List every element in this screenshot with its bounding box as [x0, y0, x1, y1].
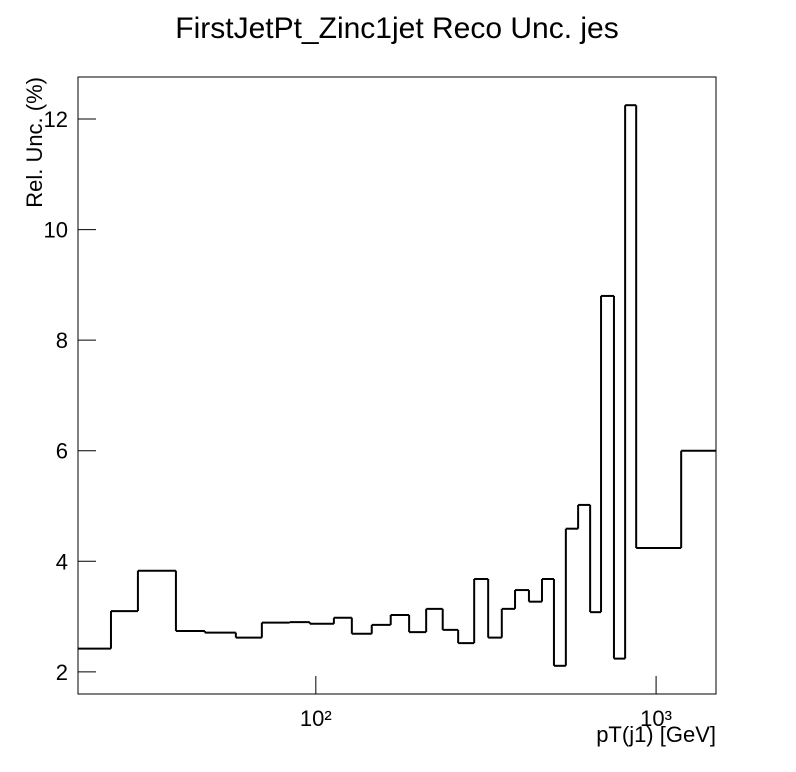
- y-tick-label: 8: [56, 328, 68, 353]
- x-tick-label: 10²: [300, 706, 332, 731]
- y-tick-label: 12: [44, 107, 68, 132]
- y-tick-label: 6: [56, 439, 68, 464]
- plot-frame: [77, 76, 717, 695]
- y-tick-label: 4: [56, 549, 68, 574]
- y-tick-label: 2: [56, 660, 68, 685]
- y-tick-label: 10: [44, 218, 68, 243]
- chart-title: FirstJetPt_Zinc1jet Reco Unc. jes: [175, 12, 618, 45]
- y-axis-label: Rel. Unc. (%): [22, 77, 47, 208]
- x-axis-label: pT(j1) [GeV]: [596, 722, 716, 747]
- x-tick-label: 10³: [640, 706, 672, 731]
